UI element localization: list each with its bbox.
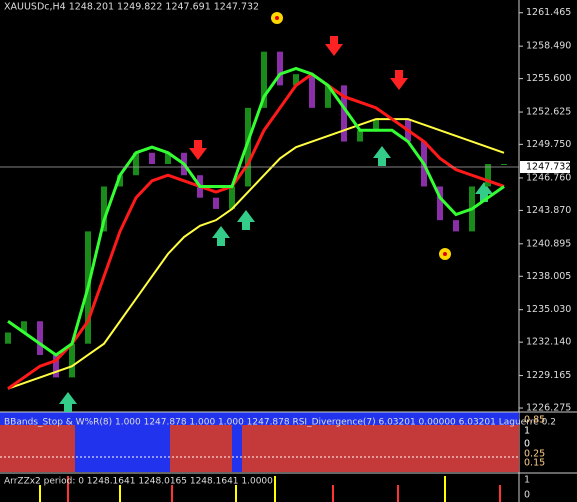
- indicator-scale: 1: [524, 426, 530, 437]
- candle: [213, 197, 219, 209]
- signal-markers: [59, 12, 493, 412]
- chart-title: XAUUSDc,H4 1248.201 1249.822 1247.691 12…: [4, 2, 259, 13]
- indicator-label: ArrZZx2 period: 0 1248.1641 1248.0165 12…: [4, 477, 273, 487]
- indicator-label: BBands_Stop & W%R(8) 1.000 1247.878 1.00…: [4, 418, 556, 428]
- candle: [501, 164, 507, 165]
- y-tick-label: 1249.750: [526, 139, 571, 150]
- candle: [69, 343, 75, 378]
- candle: [325, 85, 331, 108]
- y-tick-label: 1246.760: [526, 172, 571, 183]
- candle: [485, 164, 491, 187]
- current-price-box: [520, 161, 570, 174]
- candle: [245, 107, 251, 187]
- candle: [101, 186, 107, 232]
- candle: [309, 74, 315, 108]
- y-tick-label: 1261.465: [526, 7, 571, 18]
- candle: [357, 130, 363, 142]
- y-tick-label: 1255.600: [526, 73, 571, 84]
- indicator-scale: 0: [524, 490, 530, 501]
- indicator-line: [7, 72, 505, 390]
- candle: [437, 186, 443, 221]
- y-tick-label: 1226.275: [526, 403, 571, 414]
- indicator-scale: 0.85: [524, 415, 545, 426]
- y-tick-label: 1238.005: [526, 271, 571, 282]
- indicator-scale: 0: [524, 439, 530, 450]
- indicator-panel: [0, 472, 577, 502]
- y-tick-label: 1240.895: [526, 238, 571, 249]
- indicator-panel: [0, 411, 577, 472]
- indicator-scale: 0.15: [524, 458, 545, 469]
- y-tick-label: 1229.165: [526, 370, 571, 381]
- candle: [117, 175, 123, 187]
- current-price-label: 1247.732: [526, 162, 571, 173]
- indicator-scale: 1: [524, 475, 530, 486]
- indicator-line: [7, 66, 505, 357]
- y-tick-label: 1258.490: [526, 41, 571, 52]
- candle: [165, 152, 171, 164]
- y-tick-label: 1235.030: [526, 304, 571, 315]
- candle: [341, 85, 347, 142]
- candle: [373, 119, 379, 131]
- y-tick-label: 1232.140: [526, 337, 571, 348]
- candle: [293, 74, 299, 86]
- candle: [5, 332, 11, 344]
- candle: [277, 51, 283, 86]
- candle: [453, 220, 459, 232]
- y-tick-label: 1243.870: [526, 205, 571, 216]
- candle: [229, 186, 235, 209]
- candle: [149, 152, 155, 164]
- y-tick-label: 1252.625: [526, 107, 571, 118]
- candle: [53, 354, 59, 378]
- candle: [37, 321, 43, 355]
- indicator-line: [7, 118, 505, 390]
- indicator-scale: 0.25: [524, 449, 545, 460]
- candle: [21, 321, 27, 333]
- candle: [261, 51, 267, 108]
- candle: [133, 152, 139, 176]
